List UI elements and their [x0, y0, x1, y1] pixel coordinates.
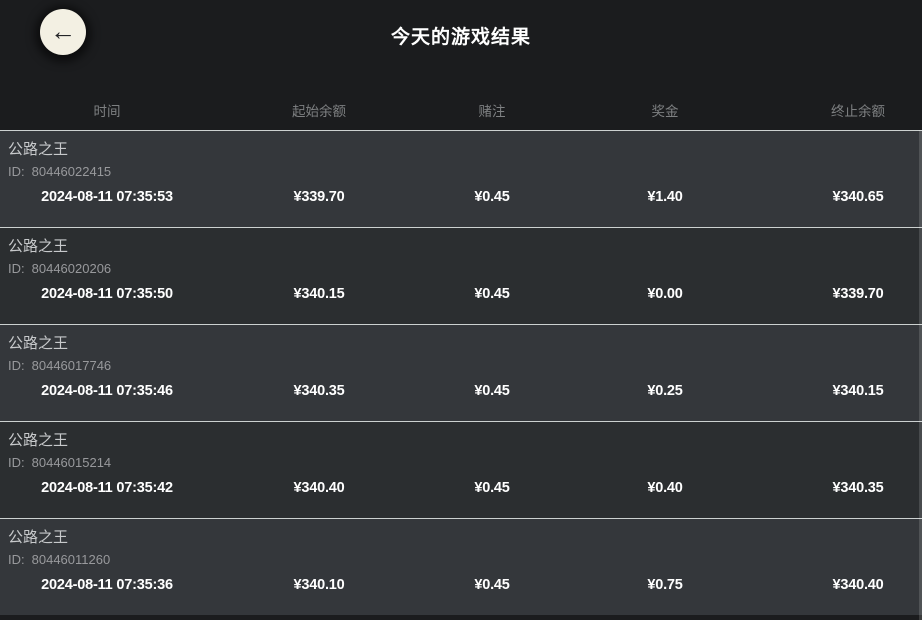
cell-end-balance: ¥340.35: [832, 480, 884, 496]
cell-time: 2024-08-11 07:35:36: [41, 577, 173, 593]
row-values: 2024-08-11 07:35:50 ¥340.15 ¥0.45 ¥0.00 …: [0, 283, 922, 305]
cell-time: 2024-08-11 07:35:42: [41, 480, 173, 496]
cell-time: 2024-08-11 07:35:46: [41, 383, 173, 399]
cell-end-balance: ¥340.15: [832, 383, 884, 399]
row-values: 2024-08-11 07:35:42 ¥340.40 ¥0.45 ¥0.40 …: [0, 477, 922, 499]
game-name: 公路之王: [8, 432, 69, 449]
game-name: 公路之王: [8, 335, 69, 352]
table-row: 公路之王 ID: 80446022415 2024-08-11 07:35:53 …: [0, 130, 922, 227]
game-id-line: ID: 80446017746: [0, 355, 922, 376]
column-header-prize: 奖金: [651, 104, 679, 119]
game-name: 公路之王: [8, 238, 69, 255]
back-button[interactable]: ←: [40, 9, 86, 55]
game-id-line: ID: 80446015214: [0, 452, 922, 473]
scrollbar[interactable]: [919, 130, 922, 620]
back-arrow-icon: ←: [50, 15, 76, 46]
table-row: 公路之王 ID: 80446020206 2024-08-11 07:35:50 …: [0, 227, 922, 324]
cell-bet: ¥0.45: [474, 577, 510, 593]
cell-start-balance: ¥340.40: [293, 480, 345, 496]
id-value: 80446022415: [31, 164, 112, 179]
game-name: 公路之王: [8, 141, 69, 158]
cell-prize: ¥0.40: [647, 480, 683, 496]
id-value: 80446015214: [31, 455, 112, 470]
column-header-bet: 赌注: [478, 104, 506, 119]
cell-end-balance: ¥339.70: [832, 286, 884, 302]
id-label: ID:: [8, 552, 25, 567]
row-values: 2024-08-11 07:35:46 ¥340.35 ¥0.45 ¥0.25 …: [0, 380, 922, 402]
cell-start-balance: ¥340.35: [293, 383, 345, 399]
column-header-time: 时间: [93, 104, 121, 119]
cell-start-balance: ¥340.15: [293, 286, 345, 302]
id-value: 80446017746: [31, 358, 112, 373]
cell-time: 2024-08-11 07:35:53: [41, 189, 173, 205]
cell-prize: ¥1.40: [647, 189, 683, 205]
id-label: ID:: [8, 164, 25, 179]
cell-bet: ¥0.45: [474, 383, 510, 399]
table-row: 公路之王 ID: 80446015214 2024-08-11 07:35:42 …: [0, 421, 922, 518]
game-id-line: ID: 80446011260: [0, 549, 922, 570]
page-title: 今天的游戏结果: [390, 27, 531, 48]
game-id-line: ID: 80446022415: [0, 161, 922, 182]
cell-bet: ¥0.45: [474, 286, 510, 302]
table-row: 公路之王 ID: 80446017746 2024-08-11 07:35:46 …: [0, 324, 922, 421]
cell-prize: ¥0.25: [647, 383, 683, 399]
top-bar: ← 今天的游戏结果: [0, 0, 922, 90]
row-values: 2024-08-11 07:35:53 ¥339.70 ¥0.45 ¥1.40 …: [0, 186, 922, 208]
row-values: 2024-08-11 07:35:36 ¥340.10 ¥0.45 ¥0.75 …: [0, 574, 922, 596]
cell-prize: ¥0.75: [647, 577, 683, 593]
id-value: 80446020206: [31, 261, 112, 276]
cell-time: 2024-08-11 07:35:50: [41, 286, 173, 302]
column-header-start-balance: 起始余额: [292, 104, 346, 119]
cell-prize: ¥0.00: [647, 286, 683, 302]
cell-bet: ¥0.45: [474, 189, 510, 205]
id-label: ID:: [8, 261, 25, 276]
id-label: ID:: [8, 358, 25, 373]
game-id-line: ID: 80446020206: [0, 258, 922, 279]
table-header-row: 时间 起始余额 赌注 奖金 终止余额: [0, 90, 922, 130]
cell-bet: ¥0.45: [474, 480, 510, 496]
results-list: 公路之王 ID: 80446022415 2024-08-11 07:35:53 …: [0, 130, 922, 615]
column-header-end-balance: 终止余额: [831, 104, 885, 119]
cell-end-balance: ¥340.65: [832, 189, 884, 205]
cell-end-balance: ¥340.40: [832, 577, 884, 593]
cell-start-balance: ¥339.70: [293, 189, 345, 205]
game-name: 公路之王: [8, 529, 69, 546]
table-row: 公路之王 ID: 80446011260 2024-08-11 07:35:36 …: [0, 518, 922, 615]
cell-start-balance: ¥340.10: [293, 577, 345, 593]
id-value: 80446011260: [31, 552, 111, 567]
id-label: ID:: [8, 455, 25, 470]
